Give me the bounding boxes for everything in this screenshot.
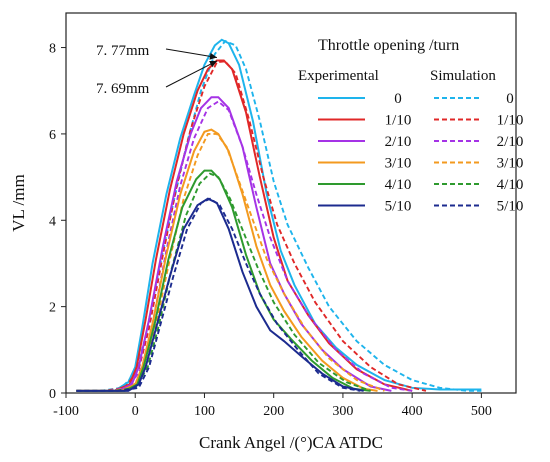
legend-label-simulation-5: 5/10 <box>497 199 524 215</box>
annotation-label-0: 7. 77mm <box>96 43 150 59</box>
legend-label-simulation-0: 0 <box>506 91 514 107</box>
legend-label-experimental-4: 4/10 <box>385 177 412 193</box>
annotation-arrow-1 <box>165 60 218 88</box>
legend-label-simulation-4: 4/10 <box>497 177 524 193</box>
y-axis-title: VL /mm <box>9 174 28 231</box>
legend-label-simulation-2: 2/10 <box>497 134 524 150</box>
series-line-experimental-1 <box>76 59 413 392</box>
grid-and-axes: -100 0 100 200 300 400 500 0 2 4 6 8 <box>49 12 517 419</box>
series-layer <box>76 38 482 392</box>
x-tick-label: 200 <box>263 404 284 419</box>
x-axis-ticks: -100 0 100 200 300 400 500 <box>53 393 492 419</box>
legend-label-experimental-5: 5/10 <box>385 199 412 215</box>
legend-label-simulation-3: 3/10 <box>497 156 524 172</box>
y-tick-label: 4 <box>49 214 56 229</box>
series-line-experimental-3 <box>76 128 378 392</box>
x-tick-label: 500 <box>471 404 492 419</box>
series-line-simulation-5 <box>76 197 361 392</box>
legend-label-experimental-0: 0 <box>394 91 402 107</box>
x-tick-label: 0 <box>132 404 139 419</box>
annotations: 7. 77mm 7. 69mm <box>96 43 218 97</box>
y-tick-label: 2 <box>49 301 56 316</box>
legend-label-experimental-2: 2/10 <box>385 134 412 150</box>
legend-label-experimental-3: 3/10 <box>385 156 412 172</box>
annotation-arrowhead-0 <box>209 52 217 60</box>
series-line-simulation-1 <box>76 60 427 392</box>
annotation-arrowhead-1 <box>209 60 217 68</box>
y-tick-label: 0 <box>49 387 56 402</box>
legend: Throttle opening /turn Experimental Simu… <box>298 37 523 215</box>
legend-label-experimental-1: 1/10 <box>385 113 412 129</box>
y-axis-ticks: 0 2 4 6 8 <box>49 42 66 402</box>
x-tick-label: 300 <box>332 404 353 419</box>
legend-experimental-header: Experimental <box>298 68 379 84</box>
series-line-experimental-4 <box>76 169 371 392</box>
x-tick-label: 100 <box>194 404 215 419</box>
x-tick-label: -100 <box>53 404 79 419</box>
plot-frame <box>65 12 517 394</box>
y-tick-label: 6 <box>49 128 56 143</box>
legend-label-simulation-1: 1/10 <box>497 113 524 129</box>
annotation-label-1: 7. 69mm <box>96 81 150 97</box>
legend-title: Throttle opening /turn <box>318 37 459 54</box>
x-axis-title: Crank Angel /(°)CA ATDC <box>199 433 383 452</box>
series-line-experimental-5 <box>76 197 364 392</box>
y-tick-label: 8 <box>49 42 56 57</box>
legend-simulation-header: Simulation <box>430 68 496 84</box>
annotation-arrow-0 <box>165 48 218 58</box>
series-line-experimental-0 <box>76 38 482 392</box>
x-tick-label: 400 <box>402 404 423 419</box>
